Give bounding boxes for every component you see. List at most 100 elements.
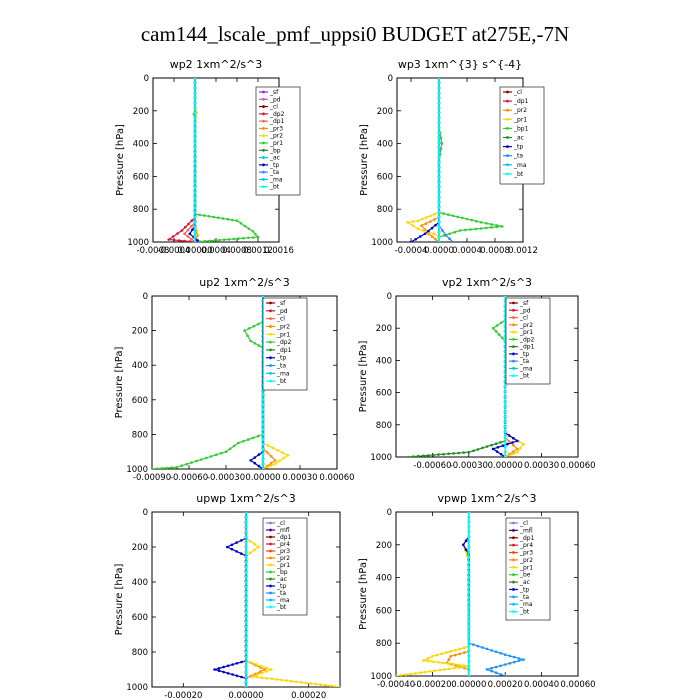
series-point [467,580,471,583]
series-point [244,675,248,679]
x-tick-label: 0.00020 [488,680,523,690]
legend-label: _dp2 [276,339,292,346]
series-point [496,446,500,449]
legend-marker [269,584,272,588]
legend-marker [512,580,515,584]
series-point [265,451,269,454]
y-tick-label: 0 [387,292,392,302]
series-point [261,418,265,421]
series-point [180,464,183,468]
y-tick-label: 600 [376,606,392,616]
legend-label: _dp1 [519,535,535,542]
series-point [429,214,432,218]
chart-panel: vp2 1xm^2/s^3 Pressure [hPa] 0 200 400 600 800… [358,276,596,471]
series-point [244,580,248,584]
series-point [437,136,441,139]
series-point [437,200,441,204]
series-point [419,671,422,674]
series-point [193,240,197,242]
legend-marker [506,163,509,167]
series-point [193,200,197,204]
series-point [251,236,255,239]
legend-label: _pd [276,308,288,315]
y-axis-label: Pressure [hPa] [358,558,369,630]
x-tick-label: 0.0008 [222,246,252,256]
series-point [244,590,248,594]
series-point [404,673,408,676]
series-point [469,228,472,231]
x-tick-label: 0.00000 [451,680,486,690]
legend-label: _bp [276,569,288,576]
series-point [467,605,471,608]
series-point [447,662,450,665]
series-point [213,239,216,242]
series-point [420,217,424,221]
legend-label: _ma [519,365,533,372]
legend-label: _tp [519,586,529,593]
y-tick-label: 600 [133,172,149,182]
series-point [447,213,450,216]
series-point [517,657,521,660]
series-point [207,215,211,218]
legend-label: _tp [276,583,286,590]
series-point [239,222,243,225]
series-point [506,442,509,446]
legend-marker [269,371,272,375]
series-point [449,655,452,658]
series-point [261,403,265,407]
series-point [235,674,239,678]
panel-title: vp2 1xm^2/s^3 [442,276,532,289]
series-point [193,210,197,214]
legend-label: _pd [269,96,281,103]
x-tick-label: -0.00060 [413,461,451,471]
series-line [193,78,260,242]
series-point [244,610,248,614]
legend-marker [512,528,515,532]
y-tick-label: 0 [143,508,148,518]
series-point [244,615,248,619]
legend-label: _ma [519,601,533,608]
legend-marker [512,565,515,569]
series-point [437,146,441,149]
series-point [261,467,265,469]
series-point [467,550,471,554]
series-point [462,451,466,454]
legend-marker [262,178,265,181]
series-point [511,441,514,444]
series-point [193,220,197,224]
chart-panel: vpwp 1xm^2/s^3 Pressure [hPa] 0 200 400 600 80… [358,492,596,690]
legend-marker [262,170,265,174]
y-tick-label: 400 [132,578,148,588]
legend-label: _ta [276,590,286,597]
series-point [251,675,254,678]
legend-marker [512,301,515,305]
series-point [467,595,471,598]
series-point [230,547,234,551]
series-point [439,147,443,151]
y-tick-label: 200 [377,107,393,117]
series-point [463,646,466,649]
series-point [437,126,441,129]
legend-marker [506,99,509,103]
series-point [247,327,251,330]
legend-label: _pr2 [269,133,283,140]
series-point [261,413,265,416]
series-point [442,212,446,215]
series-point [175,466,178,469]
legend-label: _cl [276,316,285,323]
series-point [203,239,206,242]
plot-frame [395,295,579,458]
series-point [437,111,441,115]
legend-marker [269,542,272,546]
x-tick-label: 0.00060 [560,680,595,690]
series-line [152,296,264,469]
series-point [452,662,455,666]
y-tick-label: 400 [377,140,393,150]
series-point [152,467,154,469]
legend-marker [269,556,272,560]
y-axis-label: Pressure [hPa] [114,564,125,636]
series-point [183,239,186,242]
series-point [467,600,471,603]
series-point [500,336,504,340]
y-tick-label: 600 [377,172,393,182]
